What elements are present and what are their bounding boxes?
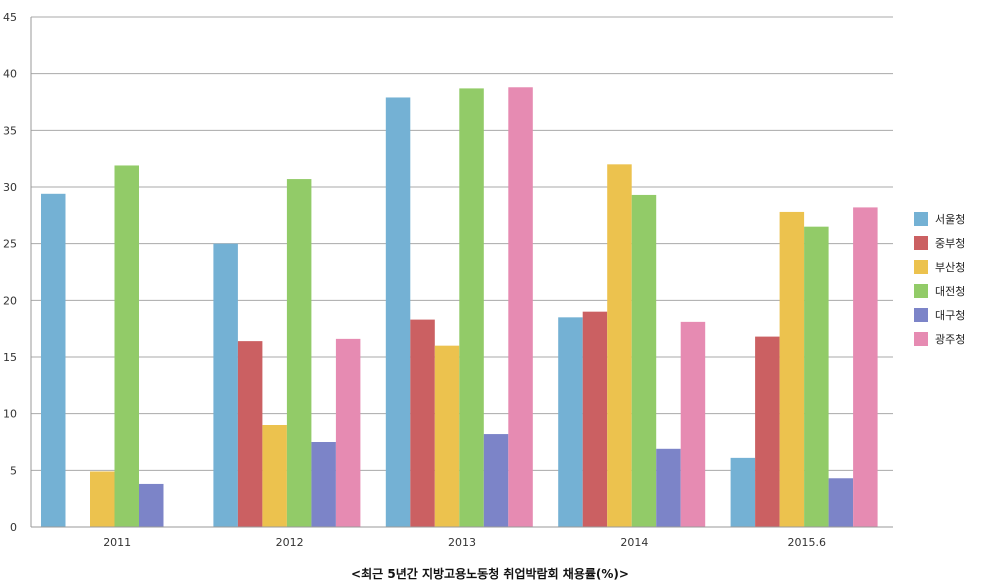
bar [582,311,608,527]
legend-swatch [914,308,928,322]
y-tick-label: 15 [3,351,17,364]
y-tick-label: 25 [3,238,17,251]
bar [434,345,460,527]
axes [30,17,893,528]
y-tick-label: 40 [3,68,17,81]
x-tick-label: 2012 [276,536,304,549]
y-tick-label: 10 [3,408,17,421]
bar [41,193,66,528]
y-axis-ticks: 0 5 10 15 20 25 30 35 40 45 [3,11,17,534]
bar [483,434,509,527]
legend-label: 중부청 [935,237,965,250]
x-tick-label: 2014 [620,536,648,549]
legend-swatch [914,284,928,298]
legend-swatch [914,260,928,274]
legend-label: 대전청 [935,285,965,298]
y-tick-label: 5 [10,464,17,477]
bar [286,179,312,528]
bar [311,442,336,527]
bar [680,321,706,527]
bar [114,165,139,527]
legend-label: 서울청 [935,213,965,226]
bar [213,243,238,527]
bar [656,448,681,527]
x-tick-label: 2013 [448,536,476,549]
legend-label: 부산청 [935,261,965,274]
bar [755,336,780,527]
x-tick-label: 2015.6 [788,536,827,549]
bar [558,317,583,527]
bar [90,471,115,527]
legend-label: 광주청 [935,333,965,346]
bar [262,425,287,527]
bar [410,319,435,527]
y-tick-label: 0 [10,521,17,534]
bar [828,478,854,527]
y-tick-label: 35 [3,124,17,137]
bar [459,88,484,528]
bar [730,457,756,527]
bar [779,211,805,527]
y-tick-label: 30 [3,181,17,194]
bar [607,164,632,528]
bar [139,483,164,527]
legend-swatch [914,332,928,346]
bar [631,194,657,527]
bar [508,87,533,528]
bar [237,341,263,527]
bar [335,338,361,527]
bar [385,97,411,527]
legend-swatch [914,236,928,250]
x-tick-label: 2011 [103,536,131,549]
bar [853,207,878,527]
y-tick-label: 20 [3,294,17,307]
legend-swatch [914,212,928,226]
legend-label: 대구청 [935,309,965,322]
x-axis-ticks: 2011 2012 2013 2014 2015.6 [103,536,826,549]
bar [804,226,829,527]
y-tick-label: 45 [3,11,17,24]
bars [41,87,878,528]
chart-caption: <최근 5년간 지방고용노동청 취업박람회 채용률(%)> [351,566,629,581]
